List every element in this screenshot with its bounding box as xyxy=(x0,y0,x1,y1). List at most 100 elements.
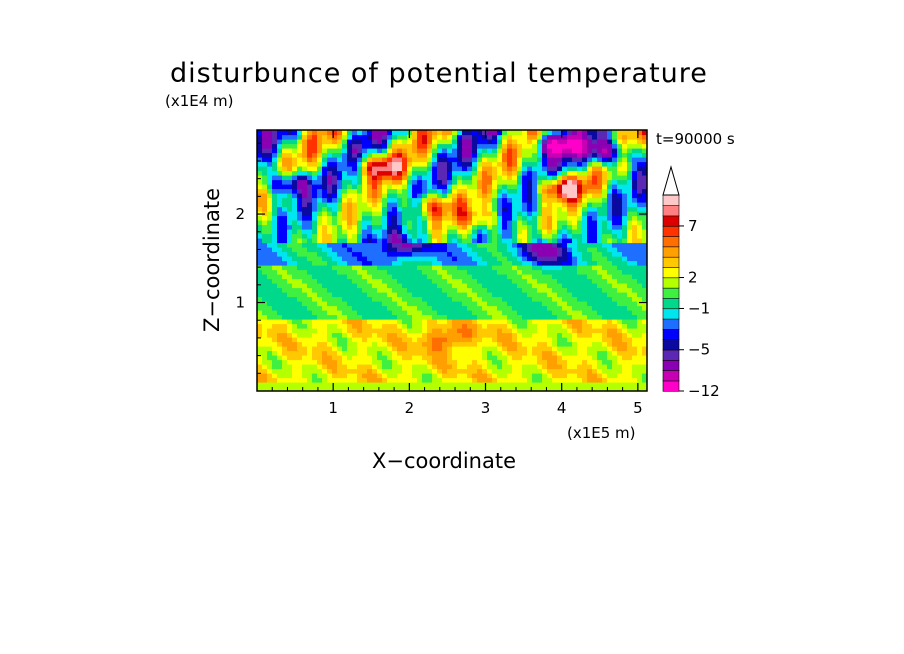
heatmap-cell xyxy=(272,215,278,221)
heatmap-cell xyxy=(507,134,513,140)
heatmap-cell xyxy=(467,377,473,383)
heatmap-cell xyxy=(512,220,518,226)
heatmap-cell xyxy=(602,359,608,365)
heatmap-cell xyxy=(387,188,393,194)
heatmap-cell xyxy=(632,319,638,325)
heatmap-cell xyxy=(432,323,438,329)
heatmap-cell xyxy=(507,341,513,347)
heatmap-cell xyxy=(532,152,538,158)
heatmap-cell xyxy=(542,265,548,271)
heatmap-cell xyxy=(412,386,418,391)
heatmap-cell xyxy=(457,170,463,176)
heatmap-cell xyxy=(447,292,453,298)
heatmap-cell xyxy=(572,220,578,226)
heatmap-cell xyxy=(312,283,318,289)
heatmap-cell xyxy=(307,314,313,320)
heatmap-cell xyxy=(412,265,418,271)
heatmap-cell xyxy=(382,202,388,208)
heatmap-cell xyxy=(402,377,408,383)
heatmap-cell xyxy=(262,382,268,388)
heatmap-cell xyxy=(397,251,403,257)
heatmap-cell xyxy=(582,346,588,352)
heatmap-cell xyxy=(302,211,308,217)
heatmap-cell xyxy=(642,368,647,374)
heatmap-cell xyxy=(492,148,498,154)
heatmap-cell xyxy=(372,332,378,338)
heatmap-cell xyxy=(262,373,268,379)
heatmap-cell xyxy=(282,319,288,325)
heatmap-cell xyxy=(602,170,608,176)
heatmap-cell xyxy=(627,229,633,235)
heatmap-cell xyxy=(347,337,353,343)
heatmap-cell xyxy=(492,368,498,374)
heatmap-cell xyxy=(272,175,278,181)
heatmap-cell xyxy=(447,287,453,293)
heatmap-cell xyxy=(597,175,603,181)
heatmap-cell xyxy=(402,242,408,248)
heatmap-cell xyxy=(627,373,633,379)
heatmap-cell xyxy=(517,197,523,203)
time-label: t=90000 s xyxy=(656,130,735,148)
heatmap-cell xyxy=(547,152,553,158)
heatmap-cell xyxy=(627,274,633,280)
heatmap-cell xyxy=(502,301,508,307)
chart-title: disturbunce of potential temperature xyxy=(170,58,708,89)
heatmap-cell xyxy=(382,269,388,275)
heatmap-cell xyxy=(372,143,378,149)
heatmap-cell xyxy=(277,166,283,172)
heatmap-cell xyxy=(327,130,333,136)
heatmap-cell xyxy=(402,364,408,370)
heatmap-cell xyxy=(487,296,493,302)
heatmap-cell xyxy=(537,332,543,338)
heatmap-cell xyxy=(407,193,413,199)
heatmap-cell xyxy=(622,215,628,221)
heatmap-cell xyxy=(637,350,643,356)
heatmap-cell xyxy=(397,283,403,289)
heatmap-cell xyxy=(617,350,623,356)
heatmap-cell xyxy=(427,161,433,167)
heatmap-cell xyxy=(492,184,498,190)
heatmap-cell xyxy=(497,278,503,284)
heatmap-cell xyxy=(622,346,628,352)
heatmap-cell xyxy=(307,368,313,374)
heatmap-cell xyxy=(327,269,333,275)
heatmap-cell xyxy=(282,377,288,383)
heatmap-cell xyxy=(507,319,513,325)
heatmap-cell xyxy=(387,224,393,230)
heatmap-cell xyxy=(362,242,368,248)
heatmap-cell xyxy=(377,229,383,235)
heatmap-cell xyxy=(357,346,363,352)
heatmap-cell xyxy=(257,224,263,230)
heatmap-cell xyxy=(467,197,473,203)
heatmap-cell xyxy=(592,251,598,257)
heatmap-cell xyxy=(322,269,328,275)
heatmap-cell xyxy=(407,256,413,262)
heatmap-cell xyxy=(392,346,398,352)
heatmap-cell xyxy=(602,134,608,140)
heatmap-cell xyxy=(322,368,328,374)
heatmap-cell xyxy=(477,211,483,217)
heatmap-cell xyxy=(497,139,503,145)
heatmap-cell xyxy=(562,377,568,383)
heatmap-cell xyxy=(352,247,358,253)
heatmap-cell xyxy=(607,314,613,320)
heatmap-cell xyxy=(487,332,493,338)
heatmap-cell xyxy=(337,148,343,154)
heatmap-cell xyxy=(437,350,443,356)
heatmap-cell xyxy=(447,310,453,316)
heatmap-cell xyxy=(317,134,323,140)
heatmap-cell xyxy=(457,265,463,271)
heatmap-cell xyxy=(517,170,523,176)
heatmap-cell xyxy=(572,359,578,365)
heatmap-cell xyxy=(482,238,488,244)
heatmap-cell xyxy=(542,143,548,149)
heatmap-cell xyxy=(297,337,303,343)
heatmap-cell xyxy=(492,161,498,167)
heatmap-cell xyxy=(612,328,618,334)
heatmap-cell xyxy=(417,337,423,343)
heatmap-cell xyxy=(592,341,598,347)
heatmap-cell xyxy=(477,323,483,329)
heatmap-cell xyxy=(552,157,558,163)
heatmap-cell xyxy=(312,346,318,352)
heatmap-cell xyxy=(292,310,298,316)
